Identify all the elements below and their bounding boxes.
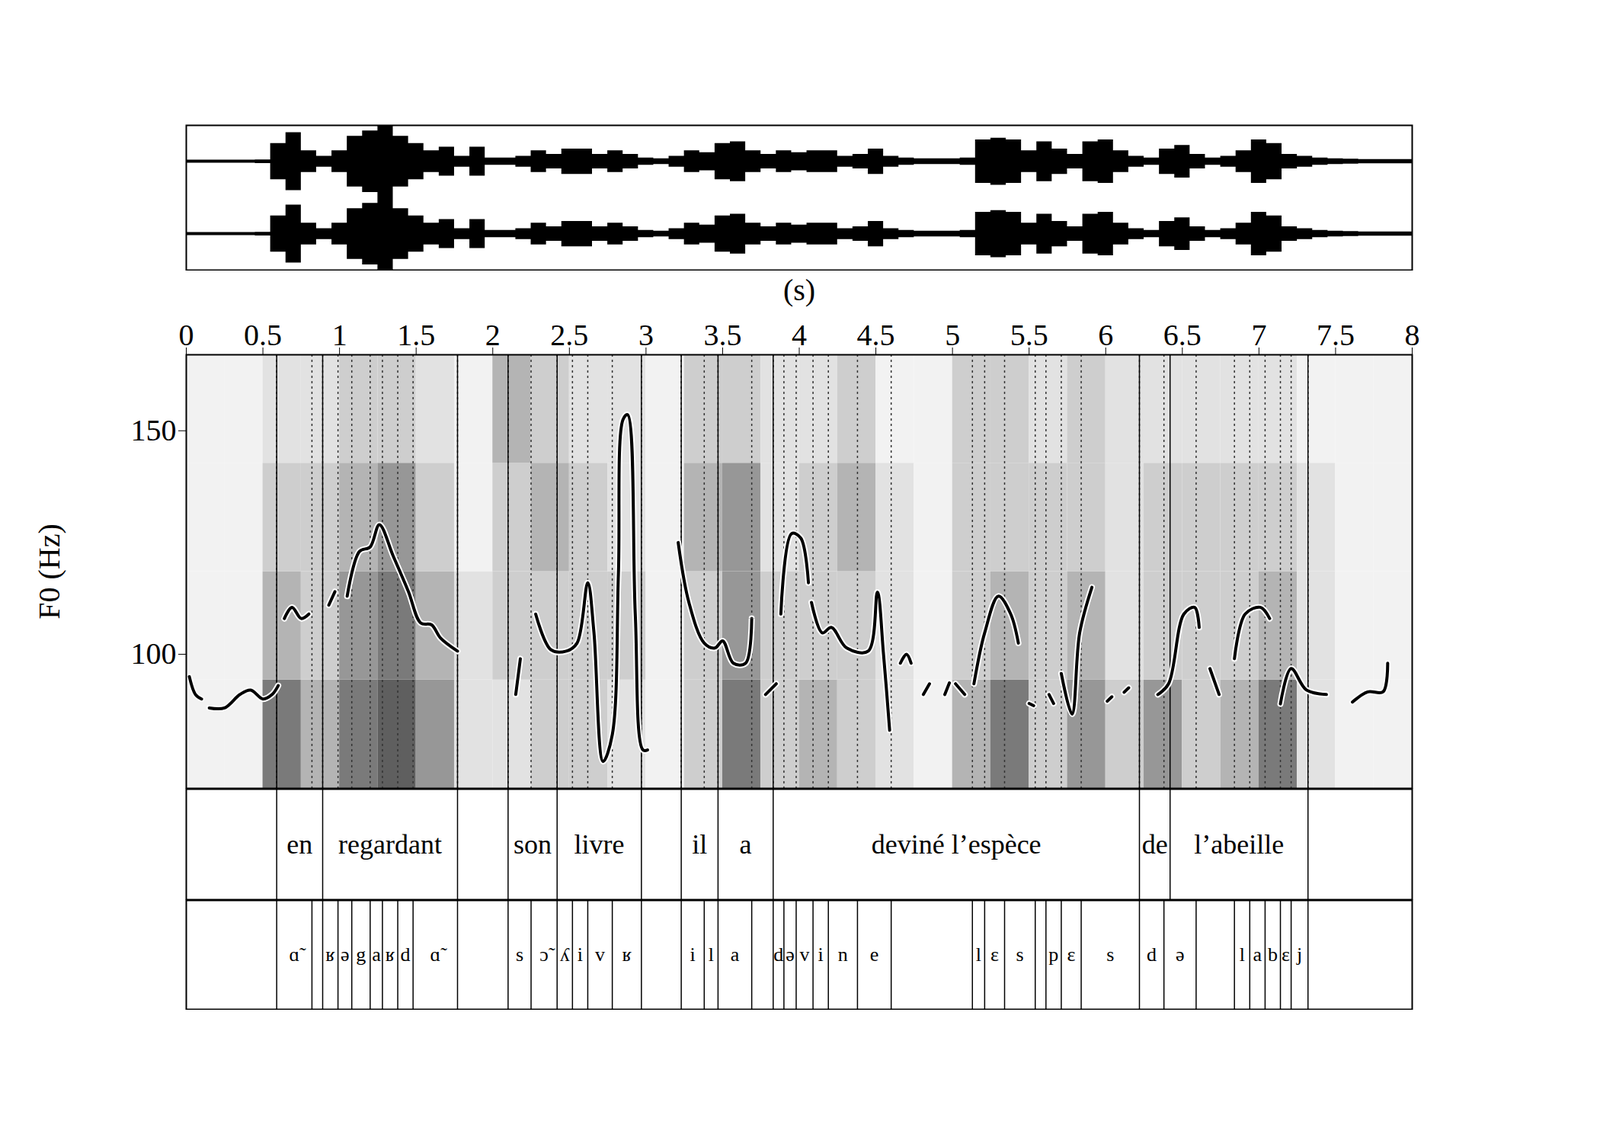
svg-text:d: d xyxy=(400,943,411,966)
svg-text:a: a xyxy=(1253,943,1263,966)
svg-text:l: l xyxy=(1239,943,1245,966)
svg-text:d: d xyxy=(773,943,784,966)
svg-text:ʁ: ʁ xyxy=(621,943,632,966)
svg-text:4: 4 xyxy=(791,317,807,352)
svg-text:l: l xyxy=(708,943,714,966)
svg-text:j: j xyxy=(1296,943,1303,966)
svg-text:ɛ: ɛ xyxy=(1067,943,1076,966)
svg-text:ɛ: ɛ xyxy=(990,943,999,966)
svg-text:100: 100 xyxy=(131,636,177,671)
svg-text:en: en xyxy=(286,828,313,860)
svg-text:3: 3 xyxy=(638,317,654,352)
svg-text:deviné l’espèce: deviné l’espèce xyxy=(871,828,1042,860)
svg-text:ə: ə xyxy=(785,943,795,966)
svg-text:ɑ̃: ɑ̃ xyxy=(430,943,448,966)
svg-text:7: 7 xyxy=(1251,317,1267,352)
svg-text:v: v xyxy=(800,943,810,966)
svg-text:6: 6 xyxy=(1097,317,1114,352)
svg-text:8: 8 xyxy=(1404,317,1421,352)
svg-text:ʁ: ʁ xyxy=(385,943,396,966)
svg-text:ʁ: ʁ xyxy=(325,943,336,966)
svg-text:l’abeille: l’abeille xyxy=(1193,828,1284,860)
svg-text:5: 5 xyxy=(944,317,960,352)
svg-text:s: s xyxy=(1106,943,1114,966)
svg-text:s: s xyxy=(515,943,524,966)
svg-text:e: e xyxy=(870,943,880,966)
svg-text:a: a xyxy=(739,828,752,860)
svg-text:ɑ̃: ɑ̃ xyxy=(288,943,307,966)
svg-text:2: 2 xyxy=(485,317,501,352)
svg-text:g: g xyxy=(355,943,366,966)
svg-text:b: b xyxy=(1267,943,1278,966)
svg-text:v: v xyxy=(595,943,605,966)
svg-text:ɛ: ɛ xyxy=(1281,943,1290,966)
svg-text:a: a xyxy=(371,943,381,966)
svg-text:d: d xyxy=(1146,943,1157,966)
svg-text:6.5: 6.5 xyxy=(1163,317,1202,352)
svg-text:0.5: 0.5 xyxy=(243,317,282,352)
svg-text:F0 (Hz): F0 (Hz) xyxy=(32,523,67,620)
svg-text:3.5: 3.5 xyxy=(703,317,742,352)
svg-text:150: 150 xyxy=(131,412,177,448)
svg-text:ʎ: ʎ xyxy=(560,943,570,966)
svg-text:i: i xyxy=(577,943,583,966)
svg-text:a: a xyxy=(730,943,740,966)
svg-text:ə: ə xyxy=(1175,943,1185,966)
svg-text:ɔ̃: ɔ̃ xyxy=(539,943,556,966)
svg-text:il: il xyxy=(691,828,708,860)
svg-text:i: i xyxy=(690,943,696,966)
svg-text:i: i xyxy=(818,943,824,966)
svg-text:1.5: 1.5 xyxy=(396,317,436,352)
svg-text:l: l xyxy=(976,943,982,966)
svg-text:de: de xyxy=(1142,828,1168,860)
svg-text:s: s xyxy=(1016,943,1024,966)
svg-text:1: 1 xyxy=(332,317,348,352)
svg-text:p: p xyxy=(1048,943,1059,966)
svg-text:0: 0 xyxy=(179,317,195,352)
svg-text:5.5: 5.5 xyxy=(1010,317,1049,352)
svg-text:2.5: 2.5 xyxy=(550,317,589,352)
svg-text:7.5: 7.5 xyxy=(1316,317,1355,352)
svg-text:n: n xyxy=(838,943,848,966)
svg-text:son: son xyxy=(513,828,552,860)
svg-text:(s): (s) xyxy=(783,272,816,308)
svg-text:4.5: 4.5 xyxy=(857,317,896,352)
svg-text:ə: ə xyxy=(340,943,350,966)
svg-text:regardant: regardant xyxy=(338,828,442,860)
svg-text:livre: livre xyxy=(574,828,625,860)
